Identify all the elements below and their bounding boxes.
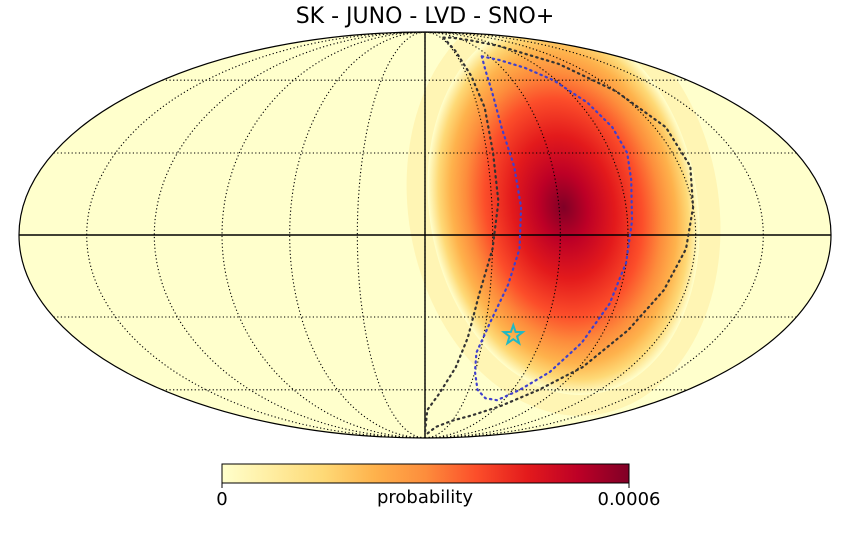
contour-lines <box>423 36 695 435</box>
probability-blob <box>427 32 700 395</box>
colorbar-max-label: 0.0006 <box>598 489 661 510</box>
meridian-line <box>424 31 764 439</box>
map-border <box>18 31 832 439</box>
colorbar: 0 probability 0.0006 <box>216 463 661 510</box>
meridian-line <box>424 31 697 439</box>
probability-layer <box>406 32 721 416</box>
chart-title: SK - JUNO - LVD - SNO+ <box>296 4 555 29</box>
best-fit-star <box>500 322 526 346</box>
colorbar-min-label: 0 <box>216 489 227 510</box>
outer-contour <box>423 36 695 435</box>
mollweide-map <box>18 31 832 439</box>
graticule <box>19 31 831 439</box>
colorbar-label: probability <box>377 487 473 508</box>
colorbar-gradient <box>221 463 630 484</box>
best-fit-star-marker <box>500 322 526 346</box>
meridian-line <box>356 31 426 439</box>
inner-contour <box>473 54 634 402</box>
